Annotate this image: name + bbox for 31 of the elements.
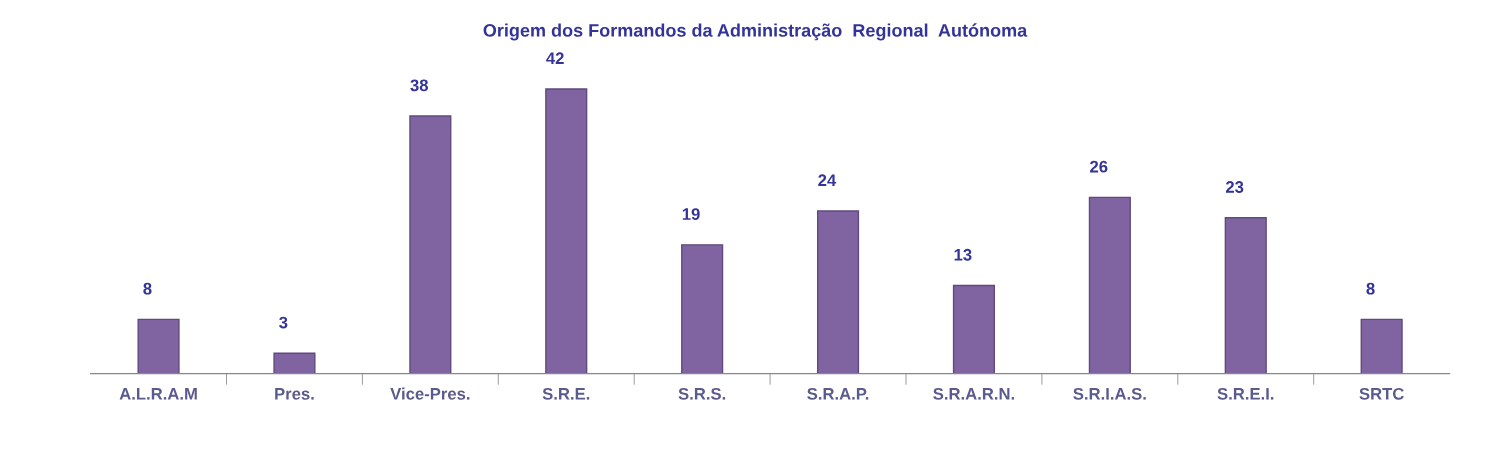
- bar: [273, 352, 316, 374]
- data-label: 8: [143, 282, 152, 295]
- x-tick-label: SRTC: [1359, 387, 1404, 400]
- x-tick-label: S.R.A.P.: [807, 387, 869, 400]
- x-tick-label: S.R.E.I.: [1217, 387, 1274, 400]
- x-tick-label: A.L.R.A.M: [119, 388, 197, 400]
- data-label: 26: [1090, 160, 1108, 173]
- bar: [1224, 217, 1267, 374]
- bar: [952, 284, 996, 374]
- x-tick-label: Vice-Pres.: [390, 387, 470, 400]
- bar: [545, 88, 588, 374]
- data-label: 23: [1225, 181, 1244, 193]
- bar: [137, 318, 180, 374]
- x-tick-label: S.R.E.: [542, 387, 590, 400]
- data-label: 3: [279, 316, 288, 329]
- data-label: 19: [682, 208, 700, 220]
- data-label: 8: [1366, 282, 1375, 295]
- x-tick-label: S.R.I.A.S.: [1073, 387, 1146, 400]
- bar: [816, 210, 860, 374]
- bar: [681, 244, 724, 374]
- x-tick-label: Pres.: [275, 388, 314, 400]
- data-label: 38: [410, 79, 428, 92]
- bar: [1360, 318, 1403, 374]
- x-tick-label: S.R.A.R.N.: [933, 387, 1015, 400]
- x-tick-label: S.R.S.: [678, 387, 726, 400]
- data-label: 24: [818, 174, 837, 186]
- data-label: 13: [954, 248, 972, 261]
- data-label: 42: [546, 52, 564, 64]
- chart-title: Origem dos Formandos da Administração Regional Autónoma: [483, 23, 1028, 41]
- bar: [409, 115, 452, 374]
- bar: [1088, 196, 1131, 374]
